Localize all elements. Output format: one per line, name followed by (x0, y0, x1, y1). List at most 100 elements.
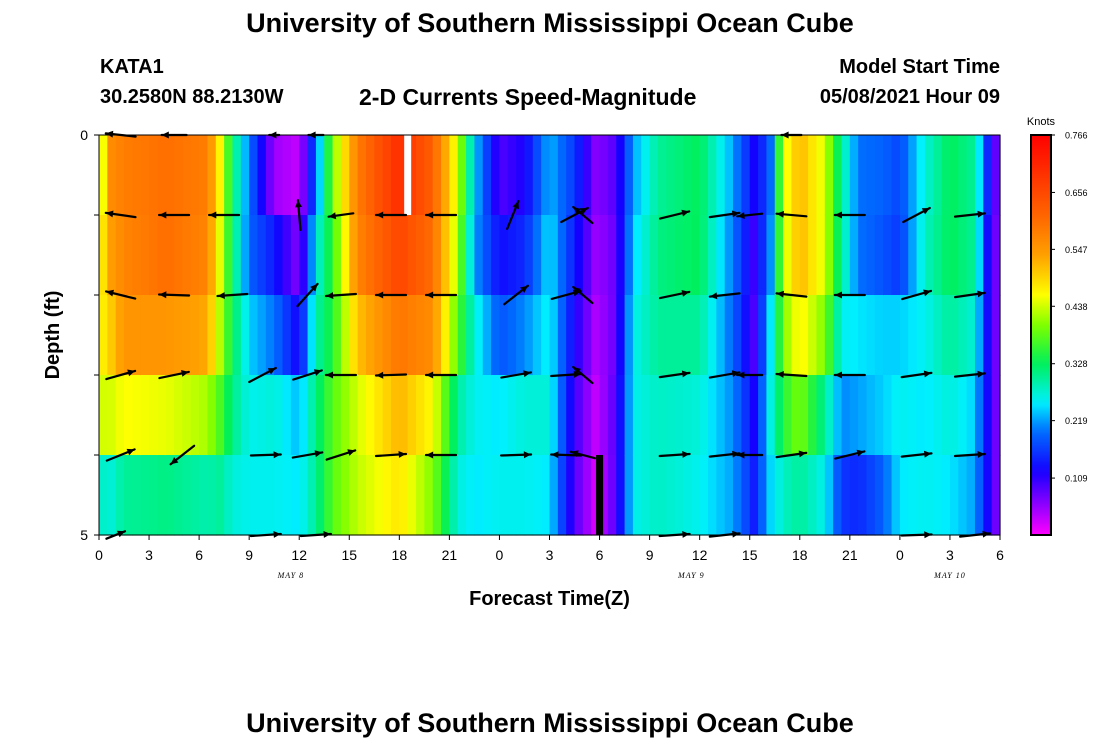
current-arrow (169, 444, 196, 466)
heatmap-cell (724, 455, 734, 536)
heatmap-cell (374, 295, 384, 376)
heatmap-cell (808, 135, 818, 216)
arrow-head (921, 208, 930, 215)
current-arrow (550, 371, 583, 378)
heatmap-cell (199, 295, 209, 376)
heatmap-cell (824, 455, 834, 536)
heatmap-cell (140, 295, 150, 376)
x-tick-label: 0 (496, 547, 504, 563)
heatmap-cell (591, 295, 601, 376)
heatmap-cell (432, 375, 442, 456)
current-arrow (902, 206, 931, 224)
heatmap-cell (624, 455, 634, 536)
arrow-head (326, 292, 334, 299)
heatmap-cell (382, 295, 392, 376)
x-tick-label: 3 (946, 547, 954, 563)
heatmap-cell (924, 375, 934, 456)
heatmap-cell (115, 135, 125, 216)
heatmap-cell (924, 295, 934, 376)
heatmap-cell (390, 375, 400, 456)
arrow-head (709, 292, 718, 300)
heatmap-cell (874, 455, 884, 536)
heatmap-cell (190, 295, 200, 376)
heatmap-cell (182, 215, 192, 296)
heatmap-cell (299, 295, 309, 376)
heatmap-cell (399, 135, 409, 216)
heatmap-cell (674, 455, 684, 536)
heatmap-cell (107, 375, 117, 456)
heatmap-cell (974, 295, 984, 376)
current-arrow (248, 366, 277, 384)
heatmap-cell (516, 295, 526, 376)
heatmap-cell (866, 215, 876, 296)
heatmap-cell (290, 295, 300, 376)
arrow-head (682, 531, 690, 538)
arrow-head (426, 371, 434, 379)
heatmap-cell (424, 455, 434, 536)
heatmap-cell (449, 215, 459, 296)
heatmap-cell (599, 215, 609, 296)
arrow-head (159, 211, 167, 219)
heatmap-cell (591, 455, 601, 536)
heatmap-cell (974, 375, 984, 456)
heatmap-cell (591, 375, 601, 456)
x-tick-label: 21 (842, 547, 858, 563)
heatmap-cell (132, 215, 142, 296)
arrow-head (834, 371, 842, 379)
heatmap-cell (441, 295, 450, 376)
heatmap-cell (507, 455, 517, 536)
x-tick-label: 9 (245, 547, 253, 563)
heatmap-cell (491, 215, 501, 296)
heatmap-cell (190, 375, 200, 456)
heatmap-cell (691, 375, 701, 456)
arrow-head (573, 367, 581, 375)
heatmap-cell (699, 295, 709, 376)
current-arrow (374, 291, 408, 299)
current-arrow (736, 212, 764, 219)
arrow-head (426, 451, 434, 459)
heatmap-cell (157, 215, 167, 296)
heatmap-cell (674, 295, 684, 376)
heatmap-cell (574, 375, 584, 456)
heatmap-cell (733, 455, 742, 536)
heatmap-cell (374, 135, 384, 216)
current-arrow (249, 451, 282, 459)
heatmap-cell (324, 455, 334, 536)
current-arrow (775, 290, 808, 298)
heatmap-cell (557, 295, 567, 376)
heatmap-cell (466, 455, 476, 536)
heatmap-cell (607, 375, 617, 456)
heatmap-cell (833, 215, 843, 296)
heatmap-cell (699, 215, 709, 296)
heatmap-cell (824, 135, 834, 216)
heatmap-cell (199, 375, 209, 456)
current-arrow (658, 209, 691, 220)
heatmap-cell (157, 375, 167, 456)
heatmap-cell (908, 135, 918, 216)
heatmap-cell (891, 215, 901, 296)
heatmap-cell (758, 375, 767, 456)
heatmap-cell (808, 375, 818, 456)
heatmap-cell (532, 375, 542, 456)
heatmap-cell (449, 295, 459, 376)
heatmap-cell (382, 375, 392, 456)
heatmap-cell (541, 295, 551, 376)
heatmap-cell (174, 455, 184, 536)
heatmap-cell (766, 215, 776, 296)
heatmap-cell (499, 215, 509, 296)
arrow-head (325, 371, 334, 379)
heatmap-cell (190, 135, 200, 216)
heatmap-cell (549, 135, 559, 216)
heatmap-cell (657, 375, 667, 456)
heatmap-cell (582, 455, 592, 536)
heatmap-cell (808, 215, 818, 296)
heatmap-cell (824, 295, 834, 376)
arrow-head (426, 291, 434, 299)
heatmap-cell (774, 215, 784, 296)
heatmap-cell (657, 215, 667, 296)
heatmap-cell (632, 215, 642, 296)
heatmap-cell (557, 455, 567, 536)
heatmap-cell (624, 375, 634, 456)
heatmap-cell (140, 455, 150, 536)
heatmap-cell (908, 455, 918, 536)
